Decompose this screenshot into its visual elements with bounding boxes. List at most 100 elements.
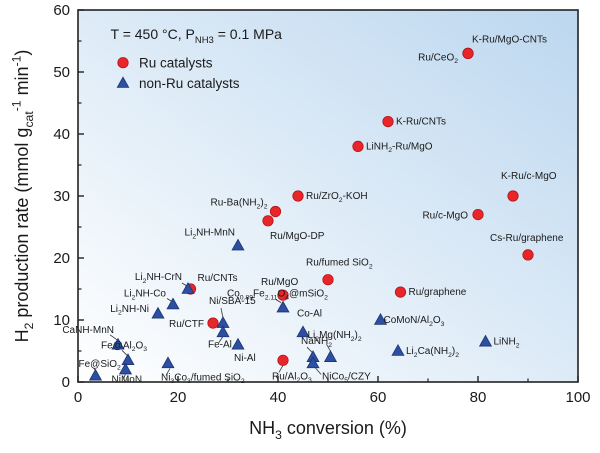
y-tick-label: 50 [53, 64, 70, 81]
legend: Ru catalysts non-Ru catalysts [116, 56, 240, 91]
data-point [306, 356, 320, 369]
data-point [522, 249, 534, 261]
point-label: Ru/MgO [261, 277, 298, 288]
x-axis-title: NH3 conversion (%) [249, 418, 407, 442]
data-point [181, 281, 195, 294]
data-point [373, 312, 388, 325]
data-point [161, 356, 175, 369]
point-label: LiNH2-Ru/MgO [366, 141, 433, 154]
data-point [111, 337, 125, 350]
point-label: Ni/SBA-15 [209, 296, 256, 307]
point-label: Ru/graphene [409, 287, 467, 298]
point-label: Ni3Co3/fumed SiO2​ [161, 372, 245, 385]
point-label: Fe@Al2O3​ [101, 340, 147, 353]
data-point [352, 140, 364, 152]
point-label: NaNH2​ [301, 336, 332, 349]
point-label: K-Ru/c-MgO [501, 171, 557, 182]
y-tick-label: 10 [53, 312, 70, 329]
label-pointer [275, 299, 282, 303]
condition-text: T = 450 °C, PNH3 = 0.1 MPa [111, 26, 283, 46]
data-point [391, 343, 405, 356]
point-label: Li2NH-MnN [185, 228, 235, 241]
series-nonru [88, 238, 493, 381]
point-label: Li2Ca(NH2)2​ [406, 346, 459, 359]
point-label: Li2NH-Ni [110, 304, 149, 317]
label-pointer [220, 308, 224, 319]
x-tick-label: 40 [270, 389, 287, 406]
point-label: Co-Al [297, 308, 322, 319]
x-tick-label: 20 [170, 389, 187, 406]
data-point [262, 215, 274, 227]
point-label: LiNH2​ [494, 337, 520, 350]
x-tick-label: 80 [470, 389, 487, 406]
point-label: Ru/CTF [169, 319, 204, 330]
series-ru [184, 47, 534, 366]
data-point [296, 325, 310, 338]
point-label: Ru/MgO-DP [270, 231, 325, 242]
label-pointer [121, 350, 128, 356]
point-label: CoMoN/Al2O3​ [384, 315, 445, 328]
label-pointer [109, 334, 118, 341]
point-label: NiCo5/CZY [322, 371, 371, 384]
y-tick-label: 40 [53, 126, 70, 143]
point-label: Ru/Al2O3​ [272, 371, 312, 384]
data-point [151, 306, 165, 319]
label-pointer [314, 367, 322, 375]
data-point [166, 297, 180, 310]
data-point [478, 334, 493, 347]
point-label: Ru/fumed SiO2​ [306, 258, 373, 271]
point-label: Ru/ZrO2-KOH [306, 191, 368, 204]
data-point [472, 209, 484, 221]
point-label: Ru/CeO2​ [418, 52, 458, 65]
x-tick-label: 100 [565, 389, 590, 406]
point-label: Ru/CNTs [198, 273, 238, 284]
axis-titles: NH3 conversion (%) H2 production rate (mm… [9, 26, 406, 442]
legend-entry: non-Ru catalysts [139, 76, 240, 91]
data-point [322, 274, 334, 286]
axis-tick-labels: 0 20 40 60 80 100 0 10 20 30 40 50 60 [53, 2, 590, 406]
point-label: Ru-Ba(NH2)2​ [210, 198, 267, 211]
data-point [121, 353, 135, 366]
label-pointer [165, 368, 171, 376]
plot-frame [77, 9, 579, 383]
y-tick-label: 60 [53, 2, 70, 19]
point-label: Fe-Al [208, 339, 232, 350]
data-point [323, 350, 338, 362]
data-point [507, 190, 519, 202]
data-point [118, 362, 133, 375]
legend-marker-nonru [116, 76, 130, 88]
label-pointer [123, 373, 126, 380]
data-point [276, 300, 290, 313]
legend-marker-ru [117, 57, 129, 69]
data-point [462, 47, 474, 60]
point-label: Li2Mg(NH2)2​ [308, 330, 362, 343]
data-series [88, 47, 534, 381]
legend-entry: Ru catalysts [139, 56, 213, 71]
data-point [231, 337, 245, 350]
data-point [216, 325, 230, 338]
data-point [207, 317, 219, 329]
label-pointer [306, 346, 313, 353]
data-point [382, 116, 394, 128]
label-pointer [326, 344, 331, 352]
point-labels: K-Ru/MgO-CNTs Ru/CeO2​ K-Ru/CNTs LiNH2-Ru/M… [62, 34, 563, 385]
label-pointer [218, 336, 224, 343]
y-tick-label: 30 [53, 188, 70, 205]
data-point [269, 205, 282, 218]
data-point [231, 238, 245, 251]
point-label: Co0.89Fe2.11O4@mSiO2​ [227, 289, 328, 302]
point-label: Li2NH-Co [124, 289, 167, 302]
y-tick-label: 0 [62, 374, 70, 391]
data-point [394, 286, 407, 298]
x-tick-label: 0 [74, 389, 82, 406]
point-label: Fe@SiO2​ [79, 359, 122, 372]
point-label: CaNH-MnN [62, 325, 114, 336]
point-label: K-Ru/CNTs [396, 117, 446, 128]
point-label: Cs-Ru/graphene [490, 233, 564, 244]
point-label: K-Ru/MgO-CNTs [472, 34, 547, 45]
data-point [277, 354, 289, 366]
plot-background [78, 10, 578, 382]
data-point [292, 190, 304, 202]
y-tick-label: 20 [53, 250, 70, 267]
